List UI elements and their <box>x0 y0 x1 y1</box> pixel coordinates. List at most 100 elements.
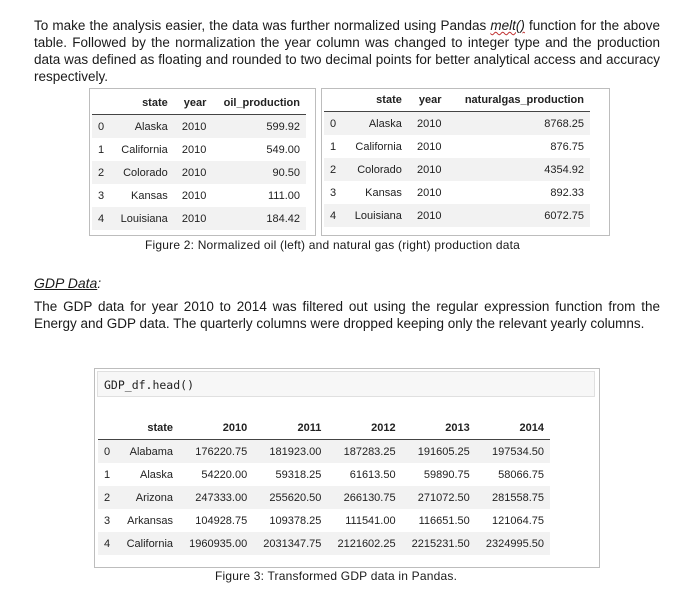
intro-text-2: function for the above table. Followed b… <box>34 18 661 84</box>
table-row: 2 Arizona 247333.00 255620.50 266130.75 27107… <box>98 486 550 509</box>
table-cell: 109378.25 <box>269 514 322 527</box>
table-cell: 111.00 <box>267 189 300 202</box>
column-header: 2011 <box>253 417 328 440</box>
row-index: 3 <box>104 514 111 527</box>
table-cell: 2010 <box>407 204 448 227</box>
gdp-heading-text: GDP Data <box>34 275 98 291</box>
column-header: naturalgas_production <box>447 89 590 112</box>
table-cell: 8768.25 <box>447 111 590 135</box>
row-index: 0 <box>92 114 112 138</box>
table-cell: 54220.00 <box>201 468 248 481</box>
figure-2-caption: Figure 2: Normalized oil (left) and natu… <box>145 238 521 252</box>
intro-text-1: To make the analysis easier, the data wa… <box>34 18 491 33</box>
table-cell: 197534.50 <box>475 439 550 463</box>
table-cell: 271072.50 <box>401 486 476 509</box>
column-header: year <box>407 89 448 112</box>
table-cell: 121064.75 <box>492 514 544 527</box>
code-cell[interactable]: GDP_df.head() <box>97 371 595 397</box>
table-cell: Colorado <box>343 158 408 181</box>
table-cell: Alaska <box>140 468 174 481</box>
row-index: 4 <box>324 204 344 227</box>
table-cell: Arkansas <box>127 514 174 527</box>
column-header: 2013 <box>401 417 476 440</box>
gdp-heading-colon: : <box>97 275 102 291</box>
table-cell: 116651.50 <box>418 514 470 527</box>
table-cell: 2324995.50 <box>475 532 550 555</box>
table-row: 4 Louisiana 2010 6072.75 <box>324 204 590 227</box>
index-header <box>324 89 344 112</box>
gas-table: state year naturalgas_production 0 Alaska… <box>324 89 590 227</box>
table-cell: 255620.50 <box>253 486 328 509</box>
table-row: 1 California 2010 549.00 <box>92 138 306 161</box>
table-row: 2 Colorado 2010 90.50 <box>92 161 306 184</box>
table-cell: 2010 <box>173 161 213 184</box>
column-header: 2014 <box>475 417 550 440</box>
table-cell: 176220.75 <box>179 439 254 463</box>
melt-function-name: melt() <box>490 18 525 33</box>
table-cell: 2010 <box>173 207 213 230</box>
row-index: 0 <box>324 111 344 135</box>
table-cell: 2010 <box>407 111 448 135</box>
table-row: 3 Kansas 2010 892.33 <box>324 181 590 204</box>
gdp-paragraph: The GDP data for year 2010 to 2014 was f… <box>34 299 660 331</box>
table-cell: Kansas <box>131 189 168 202</box>
row-index: 1 <box>98 143 105 156</box>
table-cell: Arizona <box>117 486 180 509</box>
gdp-section-heading: GDP Data: <box>34 275 101 291</box>
table-cell: Alabama <box>117 439 180 463</box>
column-header: state <box>343 89 408 112</box>
table-row: 3 Arkansas 104928.75 109378.25 111541.00 1166… <box>98 509 550 532</box>
table-header-row: state 2010 2011 2012 2013 2014 <box>98 417 550 440</box>
table-cell: 281558.75 <box>475 486 550 509</box>
row-index: 3 <box>330 186 337 199</box>
table-cell: California <box>355 140 402 153</box>
column-header: state <box>117 417 180 440</box>
table-cell: 181923.00 <box>253 439 328 463</box>
table-cell: Kansas <box>365 186 402 199</box>
table-header-row: state year oil_production <box>92 92 306 115</box>
table-cell: California <box>117 532 180 555</box>
intro-paragraph: To make the analysis easier, the data wa… <box>34 17 660 85</box>
table-cell: Alaska <box>343 111 408 135</box>
table-cell: 876.75 <box>550 140 584 153</box>
column-header: 2012 <box>327 417 402 440</box>
table-cell: 599.92 <box>212 114 306 138</box>
table-cell: Alaska <box>111 114 174 138</box>
column-header: 2010 <box>179 417 254 440</box>
column-header: oil_production <box>212 92 306 115</box>
table-cell: 58066.75 <box>498 468 544 481</box>
row-index: 3 <box>98 189 105 202</box>
table-cell: 2010 <box>181 189 207 202</box>
table-row: 0 Alaska 2010 8768.25 <box>324 111 590 135</box>
index-header <box>98 417 118 440</box>
row-index: 4 <box>98 532 118 555</box>
table-cell: 549.00 <box>266 143 300 156</box>
table-cell: Louisiana <box>343 204 408 227</box>
table-cell: 2010 <box>407 158 448 181</box>
table-cell: 892.33 <box>550 186 584 199</box>
row-index: 2 <box>92 161 112 184</box>
table-cell: 184.42 <box>212 207 306 230</box>
table-cell: 266130.75 <box>327 486 402 509</box>
table-row: 4 Louisiana 2010 184.42 <box>92 207 306 230</box>
table-row: 0 Alabama 176220.75 181923.00 187283.25 19160… <box>98 439 550 463</box>
oil-table: state year oil_production 0 Alaska 2010 599… <box>92 92 306 230</box>
table-row: 3 Kansas 2010 111.00 <box>92 184 306 207</box>
table-row: 1 Alaska 54220.00 59318.25 61613.50 59890.75 5… <box>98 463 550 486</box>
table-cell: 6072.75 <box>447 204 590 227</box>
table-cell: Louisiana <box>111 207 174 230</box>
table-cell: 2031347.75 <box>253 532 328 555</box>
row-index: 4 <box>92 207 112 230</box>
row-index: 2 <box>98 486 118 509</box>
table-cell: 2215231.50 <box>401 532 476 555</box>
table-cell: 4354.92 <box>447 158 590 181</box>
table-cell: 247333.00 <box>179 486 254 509</box>
table-cell: California <box>121 143 168 156</box>
table-row: 0 Alaska 2010 599.92 <box>92 114 306 138</box>
table-cell: 104928.75 <box>195 514 248 527</box>
table-row: 4 California 1960935.00 2031347.75 2121602.2… <box>98 532 550 555</box>
oil-table-frame: state year oil_production 0 Alaska 2010 599… <box>89 88 316 236</box>
column-header: year <box>173 92 213 115</box>
table-cell: 191605.25 <box>401 439 476 463</box>
table-cell: 2010 <box>417 186 442 199</box>
